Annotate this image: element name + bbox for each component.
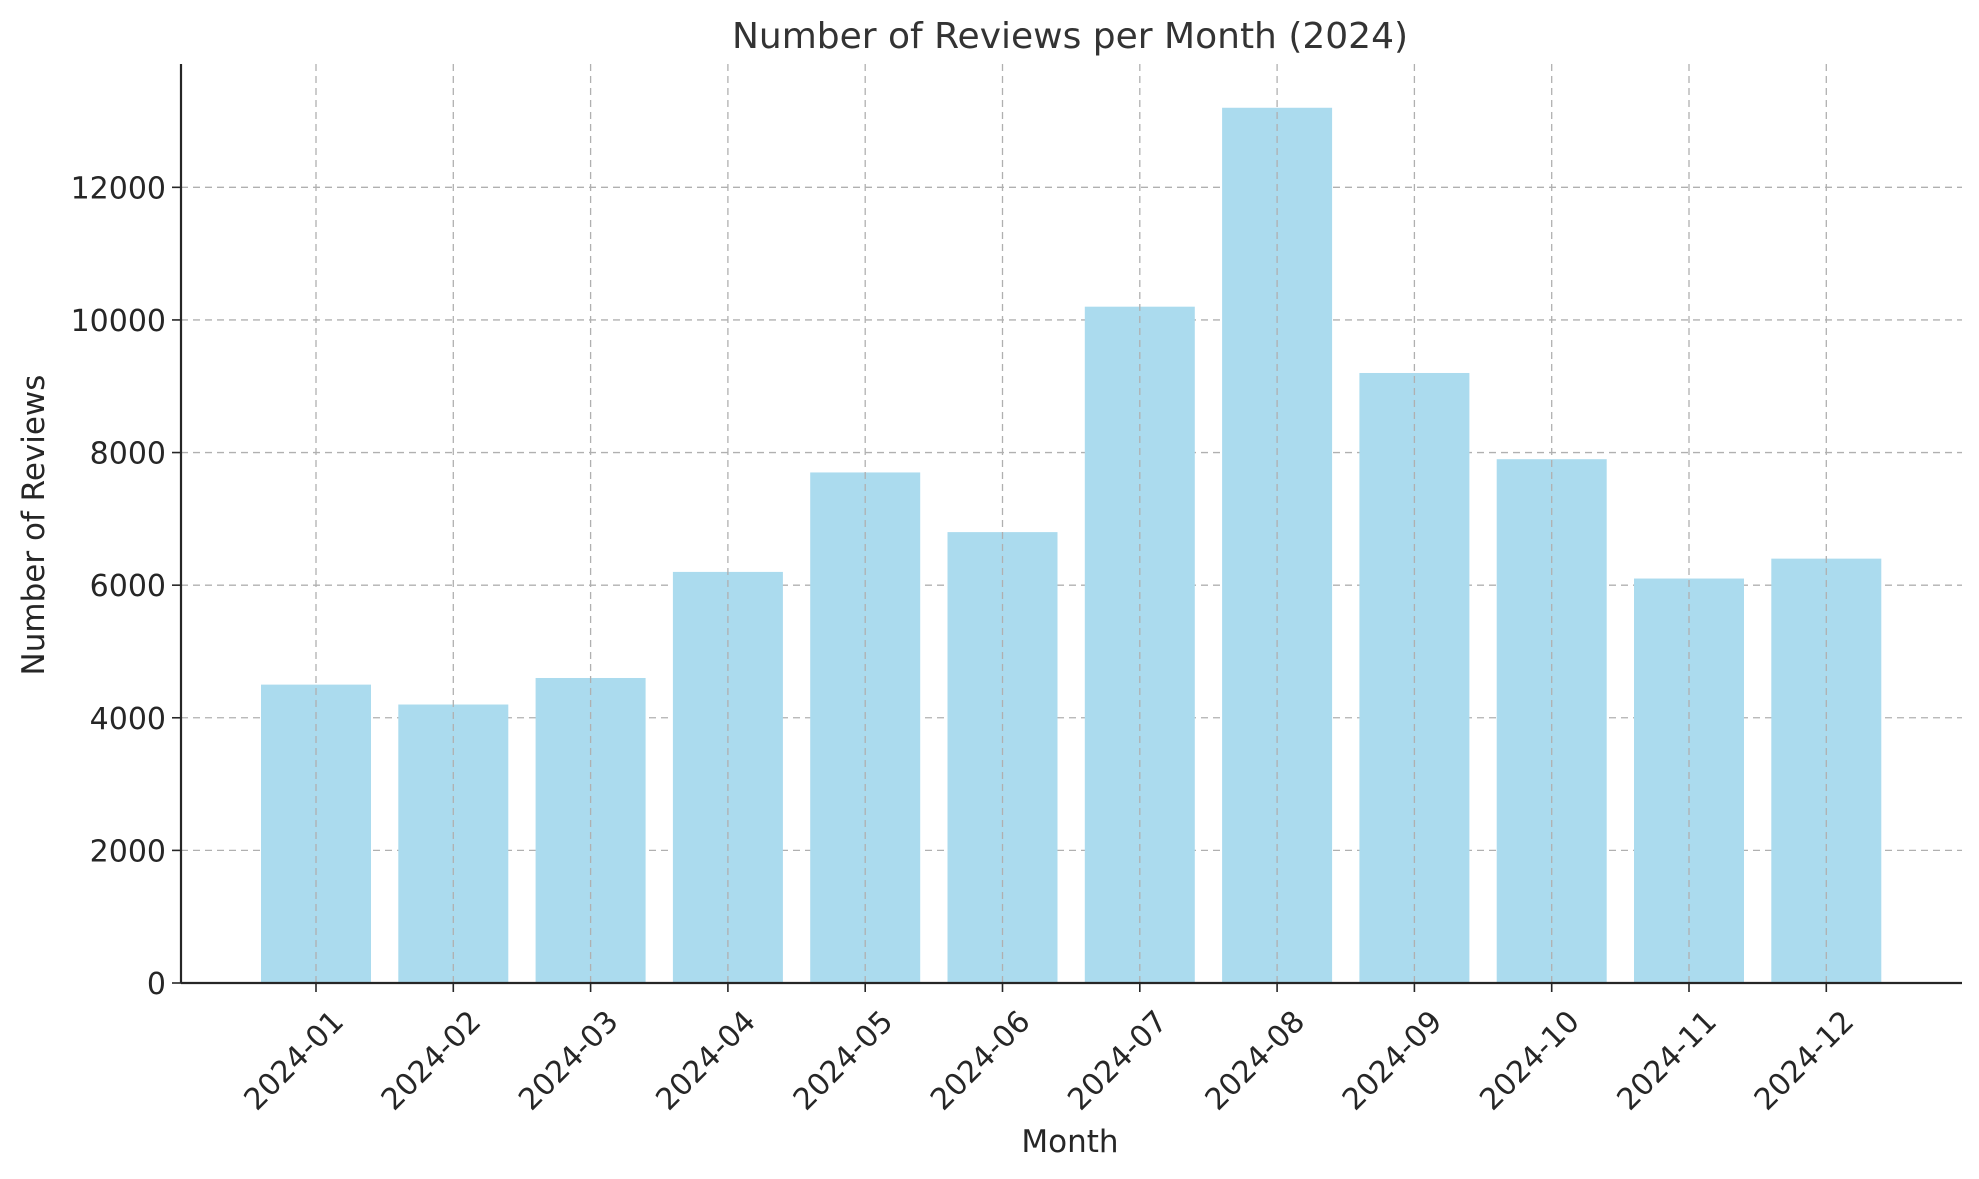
x-tick-label: 2024-03 — [512, 1004, 625, 1117]
axes-layer — [172, 64, 1962, 992]
y-tick-label: 12000 — [71, 171, 166, 206]
x-tick-label: 2024-01 — [238, 1004, 351, 1117]
vertical-grid-layer — [315, 64, 1827, 983]
x-tick-label: 2024-06 — [924, 1004, 1037, 1117]
x-tick-label: 2024-12 — [1748, 1004, 1861, 1117]
bar — [535, 677, 646, 983]
y-tick-label: 2000 — [90, 834, 166, 869]
x-tick-label: 2024-02 — [375, 1004, 488, 1117]
bar — [947, 532, 1058, 983]
y-tick-label: 0 — [147, 967, 166, 1002]
x-tick-label: 2024-10 — [1473, 1004, 1586, 1117]
chart-title: Number of Reviews per Month (2024) — [732, 16, 1408, 57]
x-tick-label: 2024-08 — [1199, 1004, 1312, 1117]
y-tick-label: 10000 — [71, 304, 166, 339]
y-tick-label: 6000 — [90, 569, 166, 604]
x-tick-label: 2024-07 — [1061, 1004, 1174, 1117]
x-tick-label: 2024-09 — [1336, 1004, 1449, 1117]
y-axis-label: Number of Reviews — [16, 375, 52, 676]
y-tick-labels: 0 2000 4000 6000 8000 10000 12000 — [71, 171, 166, 1002]
x-axis-label: Month — [1021, 1124, 1118, 1160]
x-tick-labels: 2024-01 2024-02 2024-03 2024-04 2024-05 2024-… — [238, 1004, 1862, 1117]
x-tick-label: 2024-11 — [1611, 1004, 1724, 1117]
y-tick-label: 8000 — [90, 437, 166, 472]
x-tick-label: 2024-05 — [787, 1004, 900, 1117]
x-tick-label: 2024-04 — [649, 1004, 762, 1117]
bars-layer — [261, 107, 1882, 984]
y-tick-label: 4000 — [90, 702, 166, 737]
